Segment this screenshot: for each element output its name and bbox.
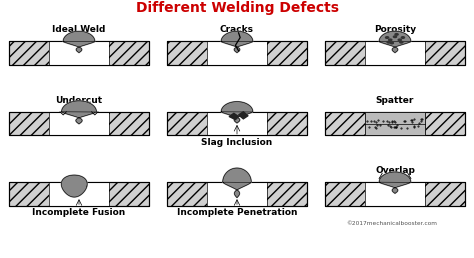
Bar	[9, 182, 148, 206]
Bar	[326, 182, 465, 206]
Text: ©2017mechanicalbooster.com: ©2017mechanicalbooster.com	[346, 221, 438, 226]
Text: Spatter: Spatter	[376, 96, 414, 105]
Text: Overlap: Overlap	[375, 166, 415, 175]
Circle shape	[387, 42, 390, 43]
Bar	[326, 182, 465, 206]
Polygon shape	[379, 172, 411, 193]
Bar	[167, 42, 307, 65]
Polygon shape	[221, 31, 253, 53]
Bar	[9, 42, 148, 65]
Circle shape	[401, 37, 404, 38]
Bar	[207, 42, 267, 65]
Text: Cracks: Cracks	[220, 25, 254, 34]
Bar	[365, 182, 425, 206]
Bar	[9, 182, 148, 206]
Polygon shape	[63, 31, 95, 53]
Bar	[49, 182, 109, 206]
Text: Ideal Weld: Ideal Weld	[52, 25, 106, 34]
Bar	[326, 42, 465, 65]
Circle shape	[385, 37, 389, 38]
Bar	[49, 112, 109, 135]
Circle shape	[395, 34, 398, 35]
Polygon shape	[223, 168, 251, 198]
Bar	[167, 182, 307, 206]
Circle shape	[398, 39, 401, 41]
Polygon shape	[379, 31, 411, 53]
Polygon shape	[238, 112, 248, 119]
Polygon shape	[221, 102, 253, 123]
Bar	[326, 42, 465, 65]
Bar	[9, 112, 148, 135]
Text: Porosity: Porosity	[374, 25, 416, 34]
Polygon shape	[62, 101, 96, 124]
Bar	[167, 42, 307, 65]
Bar	[167, 112, 307, 135]
Circle shape	[393, 36, 397, 37]
Text: Incomplete Penetration: Incomplete Penetration	[177, 208, 297, 217]
Circle shape	[389, 39, 392, 41]
Text: Incomplete Fusion: Incomplete Fusion	[32, 208, 126, 217]
Bar	[9, 112, 148, 135]
Bar	[167, 182, 307, 206]
Text: Slag Inclusion: Slag Inclusion	[201, 138, 273, 147]
Circle shape	[390, 42, 393, 44]
Bar	[167, 112, 307, 135]
Bar	[326, 112, 465, 135]
Bar	[365, 112, 425, 135]
Polygon shape	[229, 113, 238, 120]
Text: Undercut: Undercut	[55, 96, 102, 105]
Bar	[49, 42, 109, 65]
Bar	[207, 112, 267, 135]
Bar	[365, 112, 425, 135]
Bar	[207, 182, 267, 206]
Polygon shape	[62, 175, 87, 197]
Bar	[365, 42, 425, 65]
Bar	[326, 112, 465, 135]
Text: Different Welding Defects: Different Welding Defects	[136, 1, 338, 15]
Bar	[9, 42, 148, 65]
Circle shape	[400, 42, 403, 43]
